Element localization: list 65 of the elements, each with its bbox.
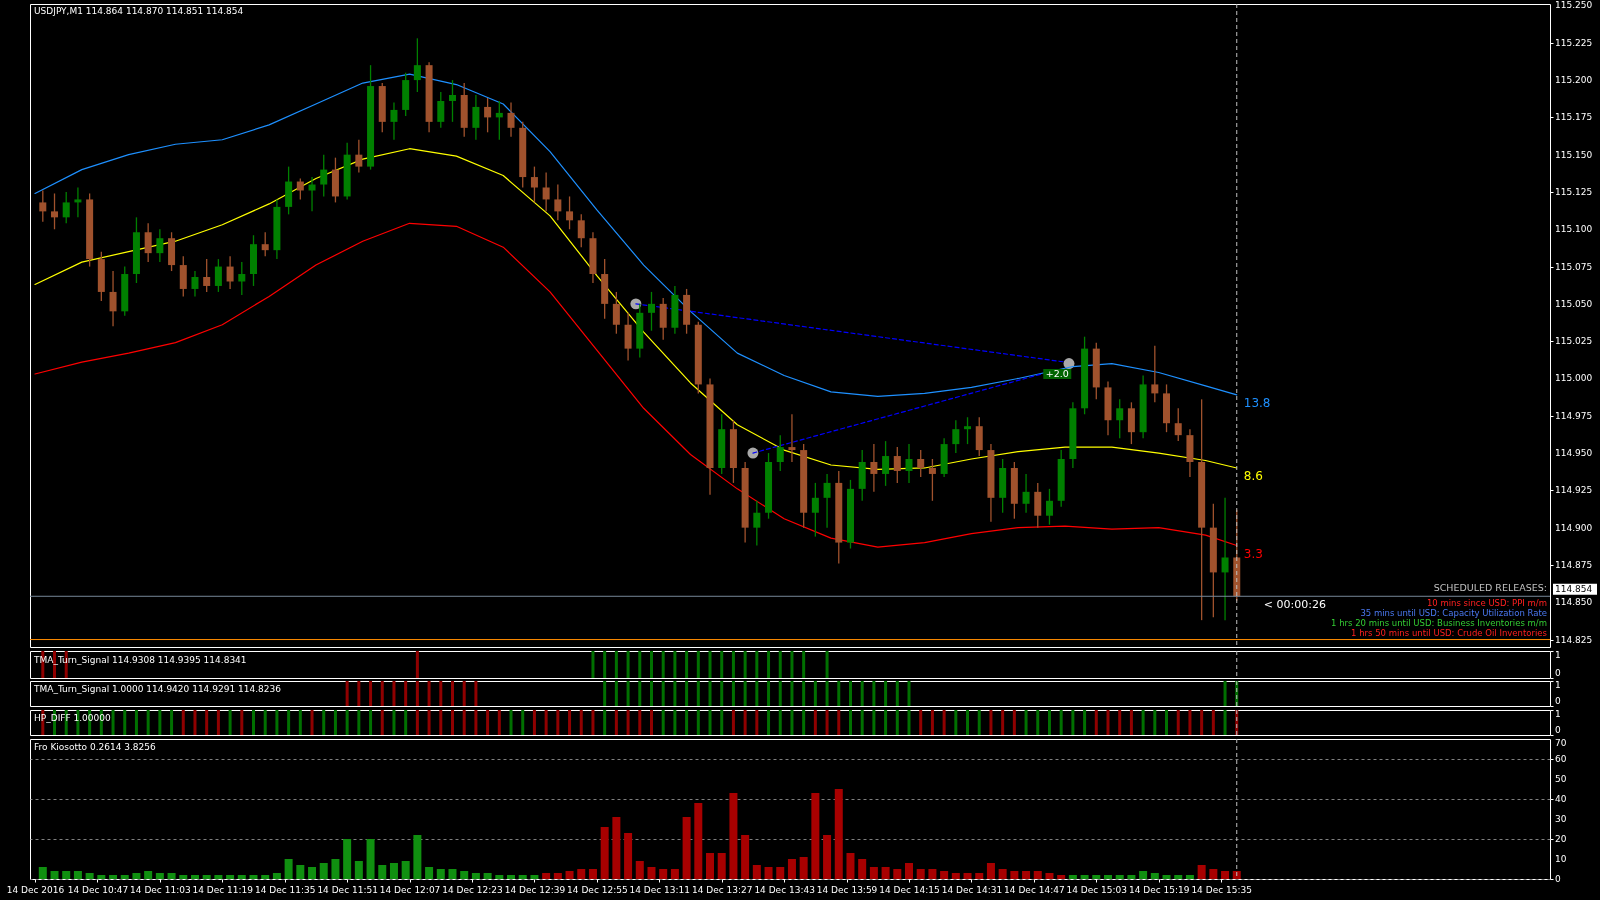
y-tick-label: 0	[1555, 696, 1561, 706]
x-tick-label: 14 Dec 15:19	[1128, 884, 1190, 895]
y-tick-label: 115.175	[1555, 112, 1593, 123]
y-tick-label: 0	[1555, 874, 1561, 884]
y-tick-label: 115.100	[1555, 224, 1593, 235]
annotation: 10 mins since USD: PPI m/m	[1426, 598, 1547, 608]
y-tick-label: 115.075	[1555, 261, 1593, 272]
x-tick-label: 14 Dec 15:35	[1191, 884, 1252, 895]
x-tick-label: 14 Dec 12:07	[379, 884, 441, 895]
y-tick-label: 60	[1555, 754, 1567, 764]
x-tick-label: 14 Dec 13:59	[816, 884, 878, 895]
y-tick-label: 114.950	[1555, 448, 1593, 459]
y-tick-label: 115.150	[1555, 149, 1593, 160]
x-tick-label: 14 Dec 12:39	[504, 884, 566, 895]
y-tick-label: 114.825	[1555, 634, 1593, 645]
x-tick-label: 14 Dec 14:31	[941, 884, 1003, 895]
x-tick-label: 14 Dec 11:35	[254, 884, 316, 895]
y-tick-label: 115.200	[1555, 75, 1593, 86]
y-tick-label: 115.025	[1555, 336, 1593, 347]
y-tick-label: 0	[1555, 725, 1561, 735]
x-tick-label: 14 Dec 12:55	[567, 884, 628, 895]
y-tick-label: 114.900	[1555, 522, 1593, 533]
y-tick-label: 10	[1555, 854, 1567, 864]
chart-title: TMA_Turn_Signal 1.0000 114.9420 114.9291 114.8236	[33, 684, 282, 694]
x-tick-label: 14 Dec 14:47	[1004, 884, 1065, 895]
annotation: 1 hrs 20 mins until USD: Business Inventories m/m	[1331, 618, 1547, 628]
annotation: 35 mins until USD: Capacity Utilization Rate	[1360, 608, 1547, 618]
x-tick-label: 14 Dec 15:03	[1066, 884, 1128, 895]
y-tick-label: 30	[1555, 814, 1567, 824]
x-tick-label: 14 Dec 13:43	[754, 884, 815, 895]
y-tick-label: 70	[1555, 738, 1567, 748]
x-tick-label: 14 Dec 14:15	[879, 884, 940, 895]
y-tick-label: 40	[1555, 794, 1567, 804]
x-tick-label: 14 Dec 13:27	[691, 884, 753, 895]
y-tick-label: 114.925	[1555, 485, 1593, 496]
annotation: 3.3	[1243, 546, 1263, 561]
y-tick-label: 114.975	[1555, 410, 1593, 421]
annotation: 8.6	[1243, 468, 1263, 483]
y-tick-label: 115.000	[1555, 373, 1593, 384]
y-tick-label: 115.250	[1555, 0, 1593, 11]
y-tick-label: 20	[1555, 834, 1567, 844]
y-tick-label: 114.850	[1555, 597, 1593, 608]
y-tick-label: 115.225	[1555, 37, 1593, 48]
x-tick-label: 14 Dec 12:23	[442, 884, 503, 895]
annotation: 1 hrs 50 mins until USD: Crude Oil Inventories	[1351, 628, 1548, 638]
y-tick-label: 1	[1555, 680, 1561, 690]
chart-title: Fro Kiosotto 0.2614 3.8256	[34, 742, 157, 752]
x-tick-label: 14 Dec 11:03	[130, 884, 191, 895]
y-tick-label: 1	[1555, 709, 1561, 719]
x-tick-label: 14 Dec 2016	[6, 884, 65, 895]
x-tick-label: 14 Dec 11:19	[192, 884, 254, 895]
chart-title: USDJPY,M1 114.864 114.870 114.851 114.854	[34, 6, 244, 16]
y-tick-label: 115.050	[1555, 298, 1593, 309]
x-tick-label: 14 Dec 11:51	[317, 884, 378, 895]
ref-line-label: 114.854	[1555, 584, 1593, 595]
annotation: < 00:00:26	[1263, 598, 1326, 612]
y-tick-label: 1	[1555, 650, 1561, 660]
x-tick-label: 14 Dec 10:47	[67, 884, 129, 895]
y-tick-label: 114.875	[1555, 559, 1593, 570]
y-tick-label: 0	[1555, 668, 1561, 678]
y-tick-label: 115.125	[1555, 186, 1593, 197]
annotation: SCHEDULED RELEASES:	[1433, 582, 1547, 593]
y-tick-label: 50	[1555, 774, 1567, 784]
x-tick-label: 14 Dec 13:11	[629, 884, 691, 895]
annotation: 13.8	[1243, 395, 1271, 410]
